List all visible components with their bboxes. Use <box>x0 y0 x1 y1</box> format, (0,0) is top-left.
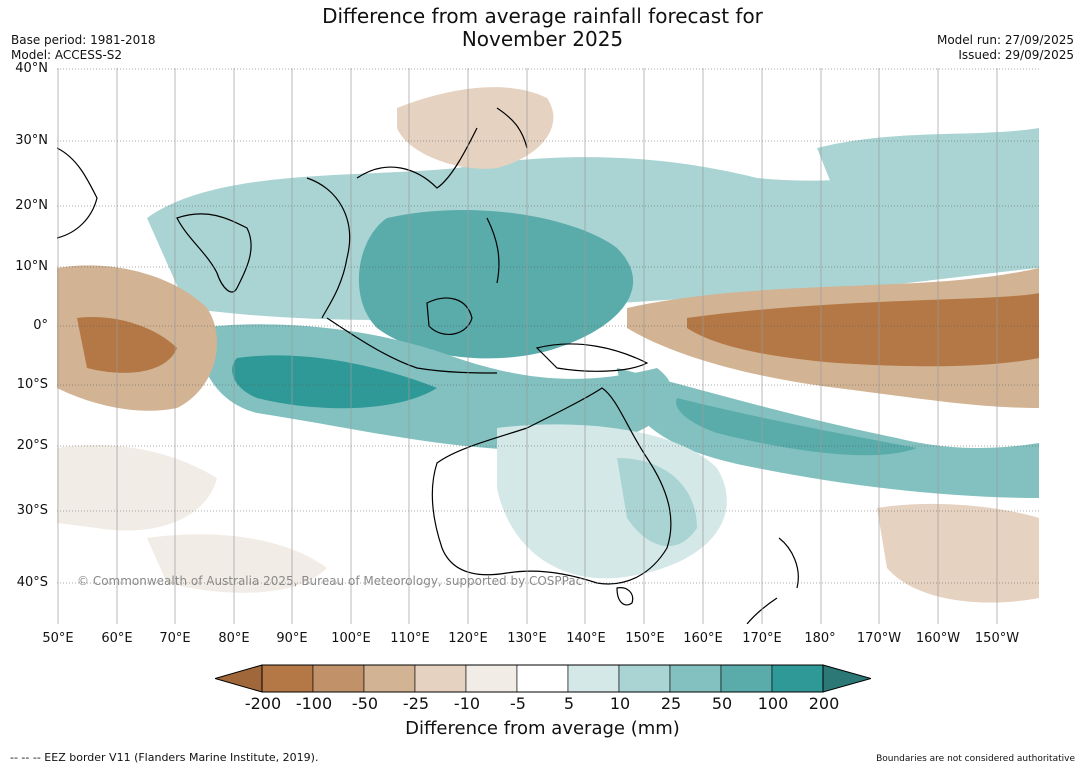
model-run: Model run: 27/09/2025 <box>936 33 1074 47</box>
lat-label-10s: 10°S <box>16 377 48 392</box>
lon-label-150w: 150°W <box>974 631 1020 646</box>
lat-label-10n: 10°N <box>15 259 48 274</box>
coastline-borneo <box>426 297 473 335</box>
coastline-new-zealand <box>746 537 799 624</box>
wet-core-spcz <box>676 398 917 456</box>
colorbar-swatch <box>720 664 773 693</box>
lon-label-140e: 140°E <box>566 631 606 646</box>
coastline-sumatra-java <box>326 317 498 374</box>
dry-arabian-sea-core <box>77 317 177 373</box>
dry-east-asia <box>397 87 554 169</box>
colorbar-arrow-low <box>215 664 263 693</box>
lon-label-90e: 90°E <box>276 631 308 646</box>
colorbar-label: 50 <box>711 694 733 713</box>
base-period: Base period: 1981-2018 <box>11 33 156 47</box>
colorbar-label: 10 <box>609 694 631 713</box>
coastline-madagascar-east-africa <box>57 147 98 239</box>
colorbar-label: -10 <box>453 694 481 713</box>
colorbar-arrow-high <box>822 664 871 693</box>
colorbar-swatch <box>363 664 416 693</box>
lat-label-20n: 20°N <box>15 198 48 213</box>
lat-label-30n: 30°N <box>15 133 48 148</box>
colorbar-swatch <box>567 664 620 693</box>
meridians <box>57 68 998 624</box>
colorbar-swatch <box>771 664 824 693</box>
colorbar-label: 25 <box>660 694 682 713</box>
lon-label-180: 180° <box>804 631 836 646</box>
map-title-line1: Difference from average rainfall forecas… <box>322 4 763 28</box>
lon-label-60e: 60°E <box>101 631 133 646</box>
coastline-india <box>176 213 252 293</box>
lon-label-80e: 80°E <box>218 631 250 646</box>
wet-north-pacific-east <box>817 128 1039 213</box>
rainfall-anomaly-map <box>57 68 1039 624</box>
lon-label-70e: 70°E <box>159 631 191 646</box>
colorbar-label: 200 <box>808 694 840 713</box>
coastline-se-asia <box>306 177 351 319</box>
colorbar-swatch <box>618 664 671 693</box>
wet-anomaly-regions <box>147 128 1039 579</box>
colorbar-label: 5 <box>563 694 575 713</box>
coastline-tasmania <box>616 587 634 606</box>
dry-southwest-indian <box>57 444 217 531</box>
lon-label-120e: 120°E <box>448 631 488 646</box>
colorbar-swatch <box>465 664 518 693</box>
boundaries-disclaimer: Boundaries are not considered authoritat… <box>876 754 1075 764</box>
wet-core-indian-ocean <box>232 355 437 409</box>
wet-australia-east <box>617 458 697 547</box>
colorbar-swatch <box>669 664 722 693</box>
coastline-new-guinea <box>535 343 649 372</box>
lat-label-40n: 40°N <box>15 61 48 76</box>
map-canvas <box>57 68 1039 624</box>
lon-label-160e: 160°E <box>683 631 723 646</box>
lat-label-30s: 30°S <box>16 503 48 518</box>
wet-core-maritime-continent <box>358 209 634 359</box>
colorbar-label: -200 <box>244 694 282 713</box>
lon-label-110e: 110°E <box>390 631 430 646</box>
colorbar-label: -5 <box>510 694 526 713</box>
map-title-line2: November 2025 <box>461 27 624 51</box>
colorbar-label: -25 <box>402 694 430 713</box>
coastline-china-japan <box>356 107 528 189</box>
colorbar-label: -100 <box>295 694 333 713</box>
colorbar-title: Difference from average (mm) <box>405 718 680 739</box>
dry-southern-ocean <box>877 503 1039 603</box>
issued-date: Issued: 29/09/2025 <box>958 48 1074 62</box>
lat-label-40s: 40°S <box>16 575 48 590</box>
colorbar <box>215 664 871 693</box>
lat-label-20s: 20°S <box>16 438 48 453</box>
model-name: Model: ACCESS-S2 <box>11 48 123 62</box>
colorbar-swatch <box>516 664 569 693</box>
colorbar-outline <box>261 664 824 693</box>
colorbar-swatch <box>414 664 467 693</box>
dry-central-pacific-core <box>687 293 1039 367</box>
wet-band-indian-ocean <box>197 324 673 450</box>
lon-label-100e: 100°E <box>331 631 371 646</box>
lon-label-170w: 170°W <box>856 631 902 646</box>
colorbar-label: 100 <box>757 694 789 713</box>
lon-label-170e: 170°E <box>742 631 782 646</box>
lon-label-160w: 160°W <box>915 631 961 646</box>
coastlines <box>57 107 799 624</box>
colorbar-swatch <box>261 664 314 693</box>
eez-border-note: -- -- -- EEZ border V11 (Flanders Marine… <box>10 751 319 764</box>
copyright-watermark: © Commonwealth of Australia 2025, Bureau… <box>77 574 583 588</box>
lon-label-50e: 50°E <box>42 631 74 646</box>
dry-anomaly-regions <box>57 87 1039 603</box>
colorbar-label: -50 <box>351 694 379 713</box>
colorbar-swatch <box>312 664 365 693</box>
lon-label-150e: 150°E <box>625 631 665 646</box>
coastline-australia <box>431 387 672 585</box>
dry-southeast-south <box>147 534 327 593</box>
lon-label-130e: 130°E <box>507 631 547 646</box>
colorbar-swatches <box>215 664 871 693</box>
lat-label-0: 0° <box>33 318 48 333</box>
coastline-philippines <box>486 217 500 284</box>
